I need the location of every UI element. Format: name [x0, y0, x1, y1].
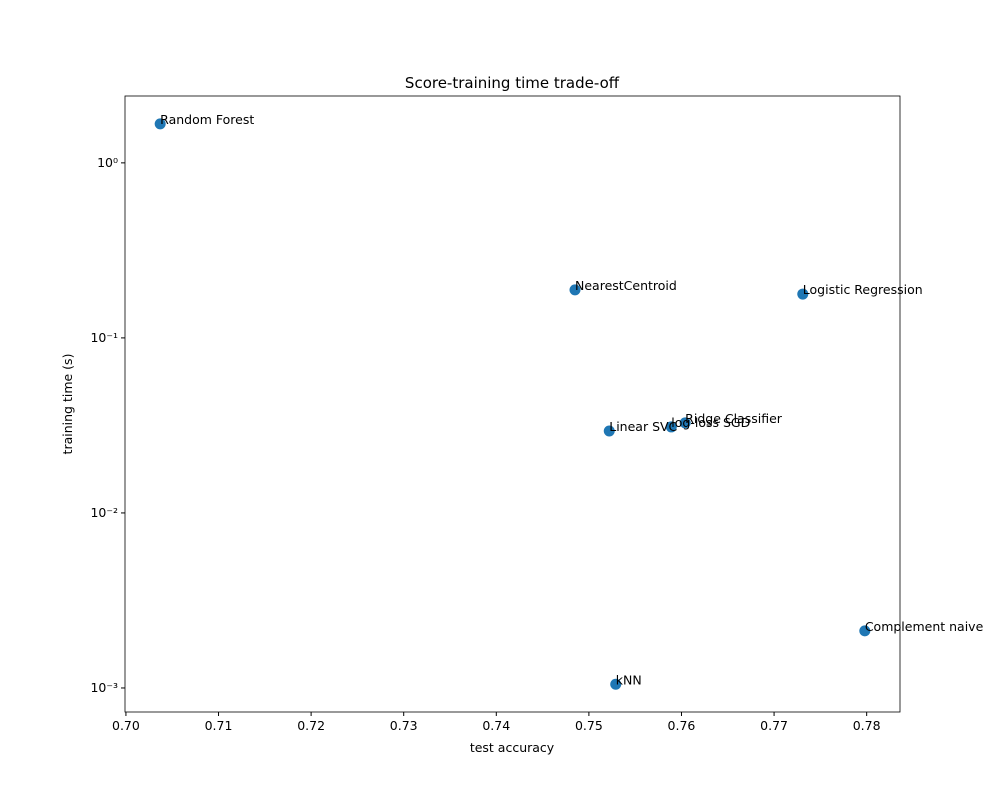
- x-tick-label: 0.72: [297, 718, 325, 733]
- point: [679, 417, 691, 429]
- point: [154, 118, 166, 130]
- y-tick-label: 10⁻³: [90, 680, 118, 695]
- x-tick-label: 0.73: [390, 718, 418, 733]
- point: [603, 425, 615, 437]
- point-label: Logistic Regression: [803, 282, 923, 297]
- point-label: Complement naive: [865, 619, 984, 634]
- point-label: kNN: [616, 672, 642, 687]
- y-tick-label: 10⁰: [97, 155, 118, 170]
- x-axis-label: test accuracy: [470, 740, 555, 755]
- x-tick-label: 0.77: [760, 718, 788, 733]
- x-tick-label: 0.70: [112, 718, 140, 733]
- point: [665, 421, 677, 433]
- point: [859, 625, 871, 637]
- y-axis-label: training time (s): [60, 354, 75, 455]
- axes-frame: [124, 95, 901, 713]
- point-label: log-loss SGD: [671, 415, 750, 430]
- point-label: Linear SVC: [609, 419, 677, 434]
- point-label: Random Forest: [160, 112, 254, 127]
- point: [797, 288, 809, 300]
- point: [569, 284, 581, 296]
- y-tick-label: 10⁻¹: [90, 330, 118, 345]
- x-tick-label: 0.75: [575, 718, 603, 733]
- point-label: Ridge Classifier: [685, 411, 783, 426]
- x-tick-label: 0.76: [668, 718, 696, 733]
- point: [610, 678, 622, 690]
- x-tick-label: 0.78: [853, 718, 881, 733]
- x-tick-label: 0.71: [205, 718, 233, 733]
- chart-title: Score-training time trade-off: [405, 74, 620, 92]
- point-label: NearestCentroid: [575, 278, 677, 293]
- x-tick-label: 0.74: [482, 718, 510, 733]
- plot-area: [125, 96, 900, 712]
- y-tick-label: 10⁻²: [90, 505, 118, 520]
